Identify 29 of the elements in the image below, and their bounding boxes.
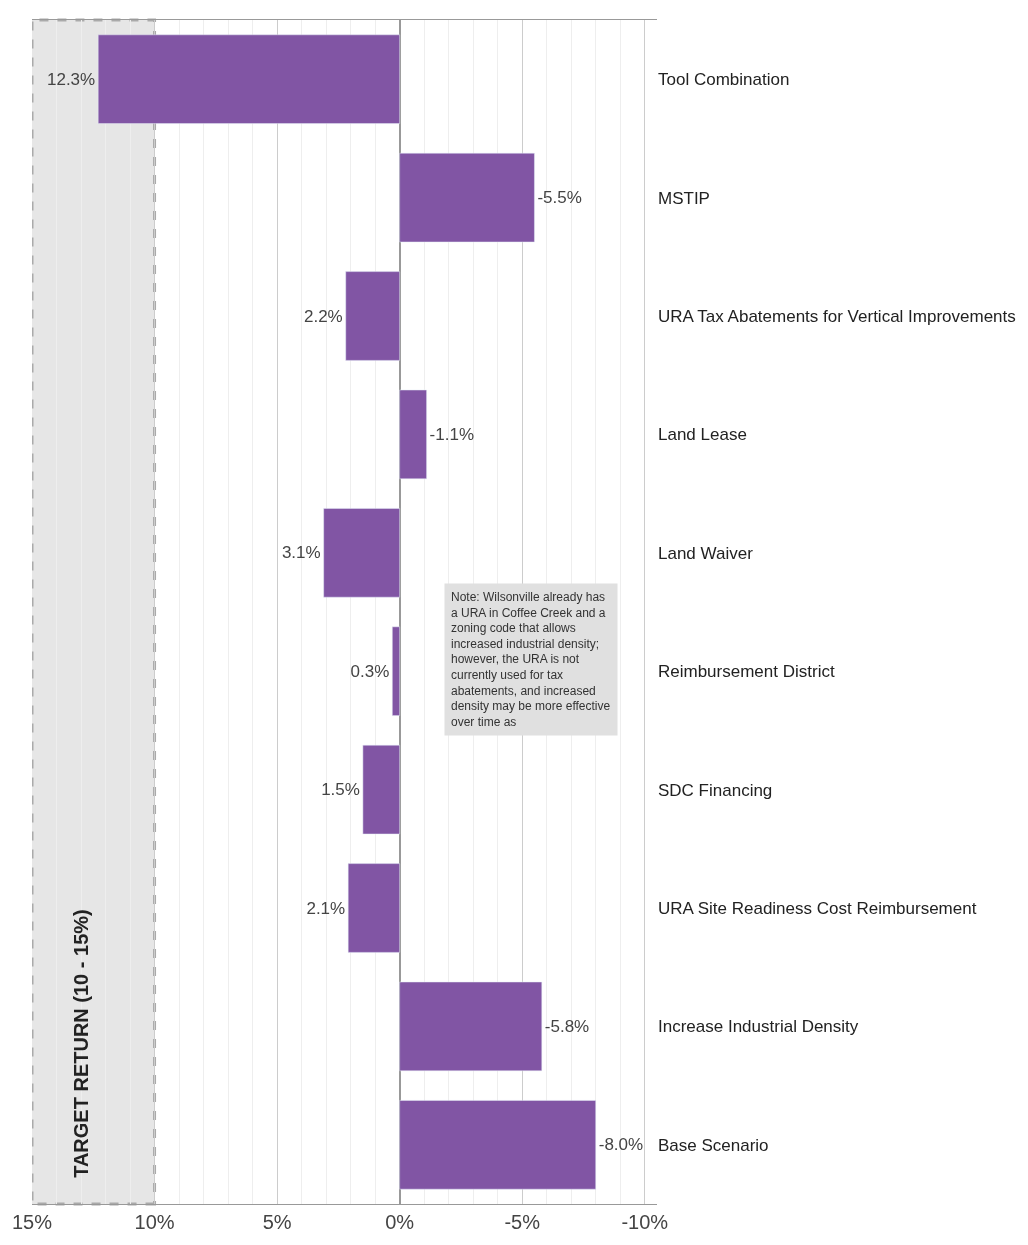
x-tick-label: 5%	[262, 1211, 292, 1233]
data-label: 0.3%	[350, 661, 390, 681]
y-tick-label: Land Lease	[658, 425, 747, 445]
data-label: -5.5%	[537, 188, 582, 208]
data-label: 1.5%	[321, 780, 360, 800]
y-tick-label: MSTIP	[658, 188, 710, 208]
y-tick-label: Base Scenario	[658, 1135, 769, 1155]
bar	[392, 626, 400, 716]
data-label: 3.1%	[281, 543, 321, 563]
x-tick-label: 10%	[134, 1211, 175, 1233]
x-tick-label: -5%	[504, 1211, 541, 1233]
x-tick-label: 0%	[385, 1211, 415, 1233]
data-label: -8.0%	[598, 1135, 644, 1155]
y-tick-label: SDC Financing	[658, 780, 773, 800]
y-tick-label: Increase Industrial Density	[658, 1017, 859, 1037]
y-tick-label: Reimbursement District	[658, 662, 835, 682]
y-tick-label: Land Waiver	[658, 543, 754, 563]
text: Note: Wilsonville already has a URA in Coffee Creek and a zoning code that allows increased industrial density; however, the URA is not currently used for tax abatements, and increased density may be more effective over time as	[451, 590, 611, 729]
data-label: -1.1%	[429, 424, 475, 444]
band-label: TARGET RETURN (10 - 15%)	[70, 909, 93, 1178]
data-label: -5.8%	[544, 1016, 590, 1036]
x-tick-label: -10%	[621, 1211, 669, 1233]
x-tick-label: 15%	[11, 1211, 53, 1233]
y-tick-label: URA Site Readiness Cost Reimbursement	[658, 898, 977, 918]
y-tick-label: Tool Combination	[658, 70, 790, 90]
data-label: 2.2%	[303, 306, 343, 326]
y-tick-label: URA Tax Abatements for Vertical Improvements	[658, 306, 1016, 326]
data-label: 12.3%	[46, 69, 96, 89]
data-label: 2.1%	[306, 898, 346, 918]
